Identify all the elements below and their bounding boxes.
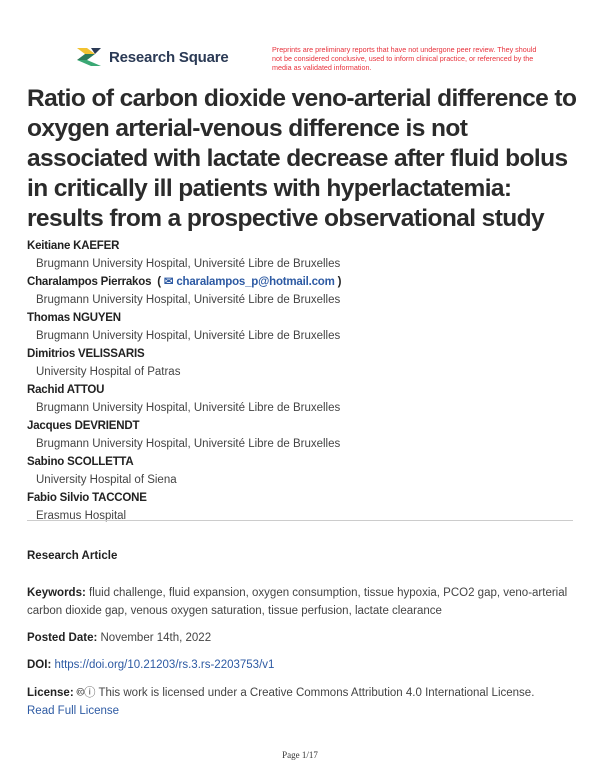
- author-name: Jacques DEVRIENDT: [27, 420, 140, 432]
- author-affiliation: Brugmann University Hospital, Université…: [36, 330, 341, 342]
- author-email-link[interactable]: charalampos_p@hotmail.com: [176, 276, 335, 288]
- author-name: Sabino SCOLLETTA: [27, 456, 134, 468]
- posted-label: Posted Date:: [27, 632, 98, 644]
- license: License: 🅭ⓘ This work is licensed under …: [27, 684, 577, 720]
- author-name: Thomas NGUYEN: [27, 312, 121, 324]
- preprint-notice: Preprints are preliminary reports that h…: [272, 45, 537, 72]
- author-name: Keitiane KAEFER: [27, 240, 120, 252]
- author-affiliation: Brugmann University Hospital, Université…: [36, 402, 341, 414]
- doi: DOI: https://doi.org/10.21203/rs.3.rs-22…: [27, 656, 577, 674]
- author-affiliation: Erasmus Hospital: [36, 510, 127, 522]
- author-list: Keitiane KAEFER Brugmann University Hosp…: [27, 237, 587, 525]
- brand-name: Research Square: [109, 48, 229, 66]
- license-label: License:: [27, 687, 74, 699]
- author-affiliation: Brugmann University Hospital, Université…: [36, 258, 341, 270]
- author-affiliation: University Hospital of Siena: [36, 474, 177, 486]
- author-name: Rachid ATTOU: [27, 384, 105, 396]
- keywords-value: fluid challenge, fluid expansion, oxygen…: [27, 587, 568, 617]
- mail-icon: ✉: [163, 276, 174, 288]
- divider: [27, 520, 573, 521]
- author-affiliation: Brugmann University Hospital, Université…: [36, 438, 341, 450]
- posted-value: November 14th, 2022: [100, 632, 212, 644]
- page-number: Page 1/17: [282, 750, 318, 760]
- author-name: Dimitrios VELISSARIS: [27, 348, 145, 360]
- by-icon: ⓘ: [83, 687, 96, 699]
- author-name: Charalampos Pierrakos ( ✉ charalampos_p@…: [27, 276, 342, 288]
- author-affiliation: Brugmann University Hospital, Université…: [36, 294, 341, 306]
- research-square-logo[interactable]: Research Square: [75, 46, 229, 68]
- keywords-label: Keywords:: [27, 587, 86, 599]
- author-affiliation: University Hospital of Patras: [36, 366, 181, 378]
- article-type: Research Article: [27, 550, 118, 562]
- keywords: Keywords: fluid challenge, fluid expansi…: [27, 584, 577, 620]
- research-square-logo-icon: [77, 48, 101, 66]
- cc-icon: 🅭: [76, 687, 84, 699]
- author-name-text: Charalampos Pierrakos: [27, 276, 152, 288]
- license-text: This work is licensed under a Creative C…: [98, 687, 535, 699]
- read-full-license-link[interactable]: Read Full License: [27, 705, 120, 717]
- paper-title: Ratio of carbon dioxide veno-arterial di…: [27, 85, 577, 232]
- posted-date: Posted Date: November 14th, 2022: [27, 629, 577, 647]
- doi-link[interactable]: https://doi.org/10.21203/rs.3.rs-2203753…: [54, 659, 275, 671]
- doi-label: DOI:: [27, 659, 52, 671]
- author-name: Fabio Silvio TACCONE: [27, 492, 147, 504]
